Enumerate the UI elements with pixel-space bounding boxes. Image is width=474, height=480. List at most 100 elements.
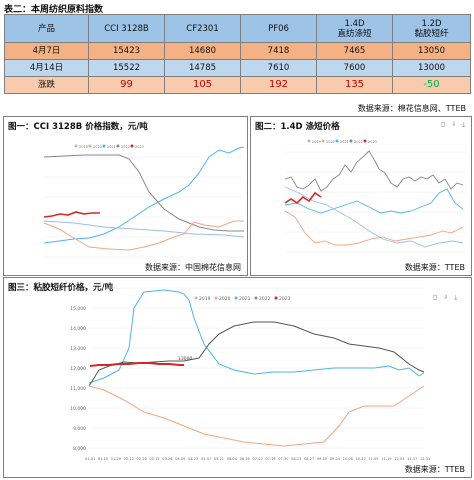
row-label: 涨跌 [4, 76, 89, 94]
series-2023 [43, 211, 100, 218]
series-2021 [284, 188, 464, 214]
cell: 14785 [164, 59, 241, 77]
chart-cci-svg: 2019 2020 2021 2022 2023 [43, 144, 245, 258]
x-tick: 11-05 [368, 457, 378, 461]
chart-polyester-svg: 2019 2020 2021 2022 2023 [284, 139, 466, 253]
panel-title: 图二：1.4D 涤短价格 [255, 122, 340, 132]
legend-dot [254, 296, 258, 300]
x-tick: 07-02 [253, 457, 263, 461]
legend-label: 2023 [368, 140, 377, 144]
legend-dot [214, 296, 218, 300]
cell: 105 [164, 76, 241, 94]
series-2023 [89, 362, 184, 367]
x-tick: 04-09 [175, 457, 185, 461]
series-2022 [88, 321, 425, 387]
series-2022 [43, 154, 244, 232]
x-tick: 09-24 [330, 457, 341, 461]
x-tick: 07-30 [278, 457, 288, 461]
cell: 14680 [164, 42, 241, 60]
col-header: PF06 [240, 14, 317, 43]
col-header: 1.4D 直纺涤短 [316, 14, 393, 43]
legend-dot [234, 296, 238, 300]
gridlines [285, 151, 466, 253]
y-tick: 9,000 [73, 426, 86, 432]
x-axis: 01-01 01-15 01-29 02-12 02-26 03-12 03-26 04-09… [85, 457, 430, 461]
y-tick: 14,000 [70, 326, 86, 332]
gridlines [89, 287, 424, 449]
legend-label: 2019 [199, 296, 211, 302]
x-tick: 05-21 [214, 457, 224, 461]
y-tick: 15,000 [70, 306, 86, 312]
x-tick: 08-13 [291, 457, 301, 461]
col-header: CF2301 [164, 14, 241, 43]
chart-toolbar[interactable]: ◻ ⇩ ⤓ [440, 121, 467, 128]
x-tick: 05-07 [201, 457, 211, 461]
series-2022 [284, 150, 464, 192]
col-header: 产品 [4, 14, 89, 43]
legend-label: 2021 [107, 145, 116, 149]
legend-label: 2019 [79, 145, 88, 149]
series-2021 [88, 289, 425, 384]
series-2019 [284, 186, 464, 248]
table-row: 涨跌 99 105 192 135 -50 [4, 76, 471, 94]
legend-label: 2020 [93, 145, 102, 149]
legend-dot [307, 139, 311, 143]
legend: 2019 2020 2021 2022 2023 [194, 296, 291, 302]
y-tick: 16,000 [70, 286, 86, 292]
cell: 13050 [392, 42, 471, 60]
legend-label: 2023 [279, 296, 291, 302]
cell: 135 [316, 76, 393, 94]
x-tick: 10-08 [343, 457, 353, 461]
legend-label: 2021 [340, 140, 349, 144]
x-tick: 12-31 [420, 457, 430, 461]
legend-dot [274, 296, 278, 300]
col-header: 1.2D 黏胶短纤 [392, 14, 471, 43]
panel-source: 数据来源：TTEB [404, 263, 465, 272]
row-label: 4月7日 [4, 42, 89, 60]
cell: 99 [88, 76, 165, 94]
series-2020 [88, 385, 425, 447]
cell: 7600 [316, 59, 393, 77]
legend-dot [194, 296, 198, 300]
series-2019 [43, 220, 245, 238]
x-tick: 06-18 [240, 457, 250, 461]
x-tick: 02-12 [124, 457, 134, 461]
legend-label: 2022 [121, 145, 130, 149]
y-axis: 16,000 15,000 14,000 13,000 12,000 11,00… [70, 286, 86, 452]
y-tick: 10,000 [70, 406, 86, 412]
legend-dot [321, 139, 325, 143]
cell: 192 [240, 76, 317, 94]
legend: 2019 2020 2021 2022 2023 [307, 139, 377, 144]
cell: -50 [392, 76, 471, 94]
legend-label: 2023 [135, 145, 144, 149]
legend-label: 2022 [354, 140, 363, 144]
legend-label: 2020 [326, 140, 335, 144]
x-tick: 01-01 [85, 457, 95, 461]
x-tick: 01-29 [111, 457, 121, 461]
series-2020 [284, 210, 464, 246]
panel-title: 图三：粘胶短纤价格，元/吨 [8, 283, 114, 293]
data-label: 13000 [178, 356, 192, 362]
chart-toolbar[interactable]: ◻ ⇩ ⤓ [432, 294, 459, 301]
cell: 15522 [88, 59, 165, 77]
x-tick: 03-12 [149, 457, 159, 461]
legend-dot [130, 144, 134, 148]
cell: 13000 [392, 59, 471, 77]
legend-label: 2022 [259, 296, 271, 302]
x-tick: 07-16 [265, 457, 275, 461]
chart-panel-polyester: 图二：1.4D 涤短价格 ◻ ⇩ ⤓ 2019 2020 2021 2022 2… [250, 116, 472, 276]
y-tick: 13,000 [70, 346, 86, 352]
cell: 15423 [88, 42, 165, 60]
legend-dot [335, 139, 339, 143]
x-tick: 08-27 [304, 457, 314, 461]
x-tick: 04-23 [188, 457, 198, 461]
legend-dot [116, 144, 120, 148]
y-tick: 8,000 [73, 446, 86, 452]
legend-dot [102, 144, 106, 148]
x-tick: 11-19 [381, 457, 391, 461]
series-2021 [43, 146, 245, 244]
legend-dot [349, 139, 353, 143]
gridlines [44, 156, 244, 258]
x-tick: 02-26 [137, 457, 147, 461]
